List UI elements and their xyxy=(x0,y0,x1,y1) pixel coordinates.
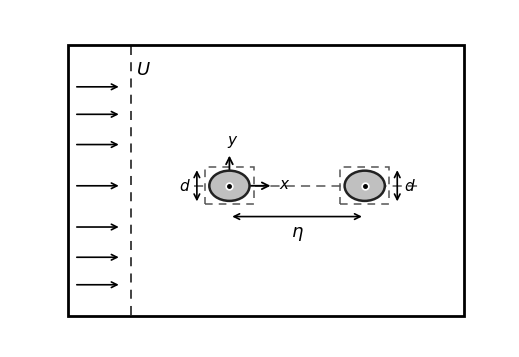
Text: $d$: $d$ xyxy=(404,178,416,194)
Text: $\eta$: $\eta$ xyxy=(291,225,304,243)
Circle shape xyxy=(209,171,250,201)
Text: $x$: $x$ xyxy=(279,177,290,192)
Text: $d$: $d$ xyxy=(179,178,190,194)
Bar xyxy=(340,167,389,204)
Text: $U$: $U$ xyxy=(136,61,151,79)
Text: $y$: $y$ xyxy=(227,134,238,150)
Bar xyxy=(205,167,254,204)
Circle shape xyxy=(345,171,385,201)
